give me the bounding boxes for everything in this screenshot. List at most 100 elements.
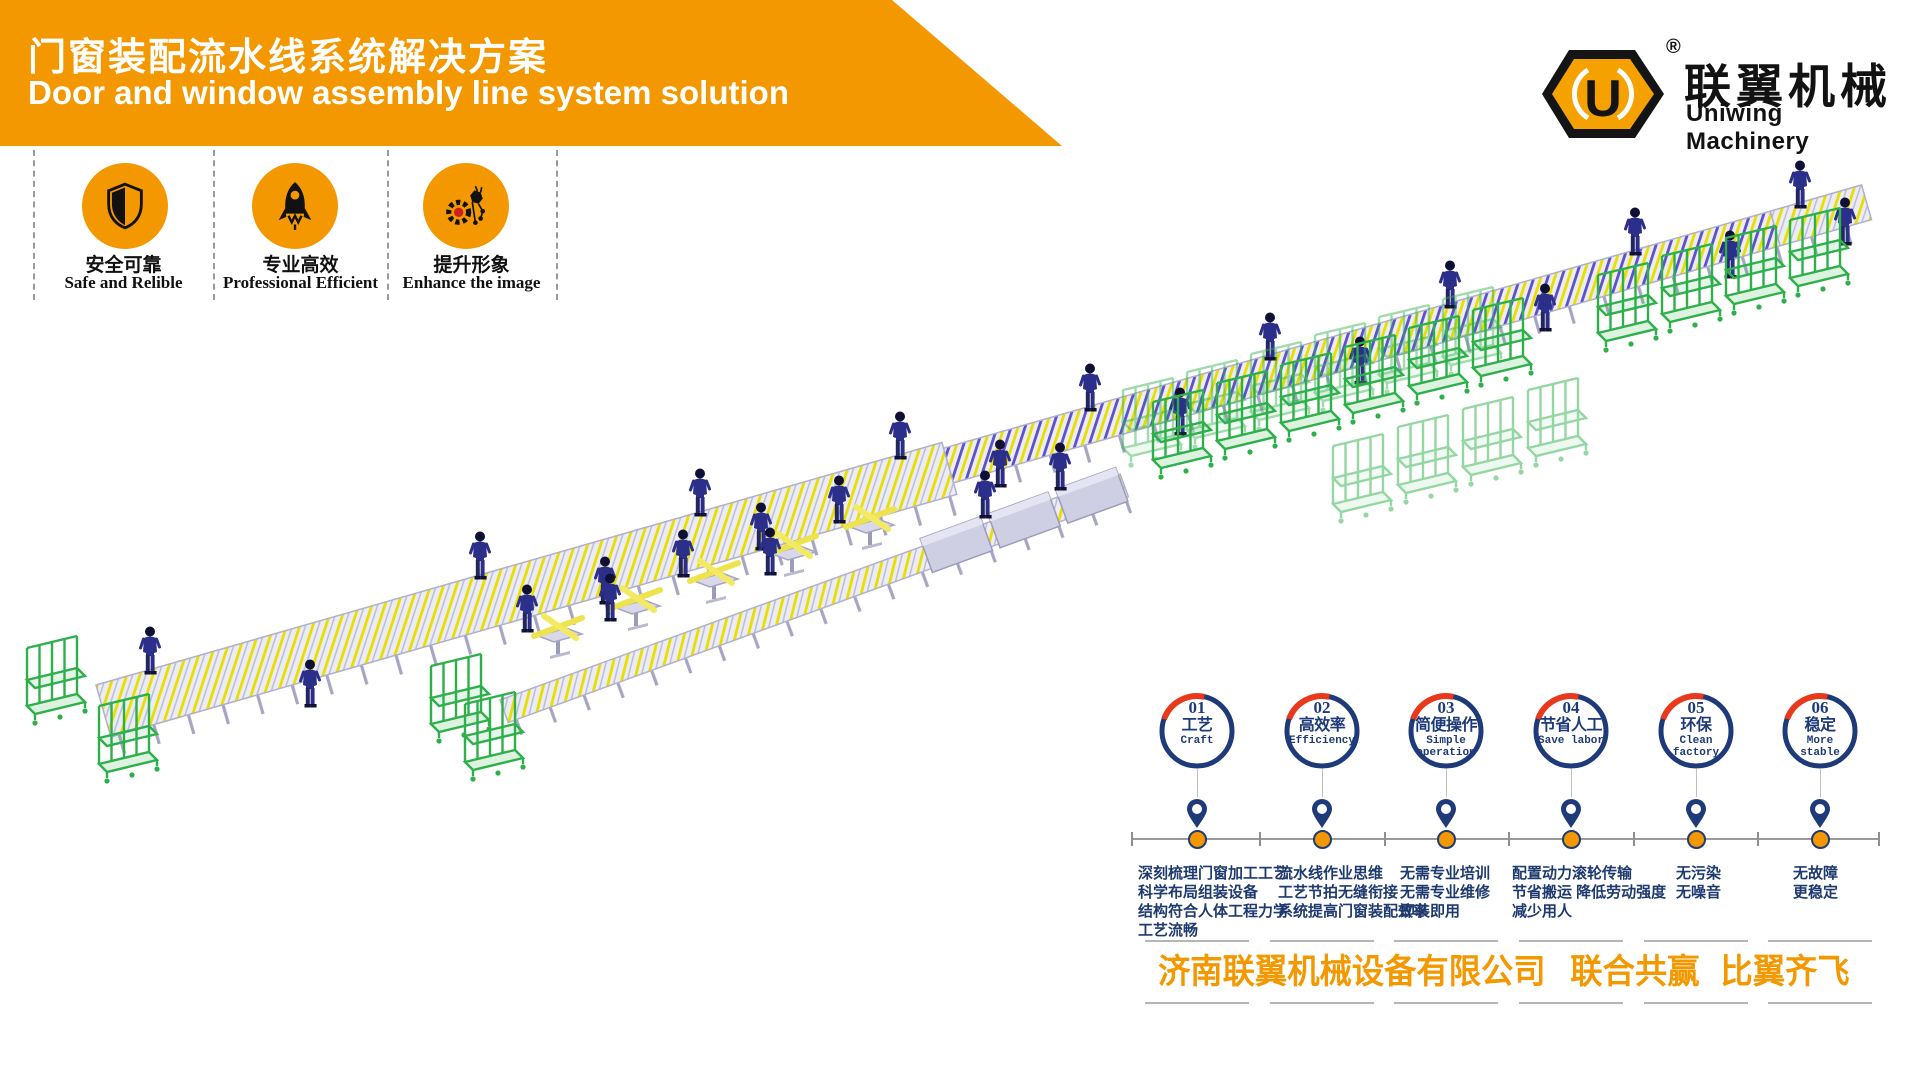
detail-line: 无需专业培训 bbox=[1400, 865, 1491, 882]
location-pin-icon bbox=[1686, 799, 1706, 828]
detail-line: 科学布局组装设备 bbox=[1138, 884, 1259, 901]
rule-line bbox=[1519, 1002, 1623, 1004]
highlight-label-zh: 环保 bbox=[1680, 717, 1712, 734]
timeline-dot bbox=[1187, 830, 1207, 849]
highlight-save-labor: 04 节省人工 Save labor bbox=[1529, 689, 1613, 773]
highlight-label-zh: 简便操作 bbox=[1414, 717, 1478, 734]
badge-image-label-zh: 提升形象 bbox=[433, 255, 510, 276]
highlight-label-zh: 工艺 bbox=[1181, 717, 1213, 734]
badge-safe-label-en: Safe and Relible bbox=[64, 273, 183, 292]
highlight-label-zh: 稳定 bbox=[1804, 717, 1836, 734]
highlight-label-en: Save labor bbox=[1538, 735, 1605, 747]
company-logo: U ® 联翼机械 Uniwing Machinery bbox=[1542, 36, 1920, 155]
rule-line bbox=[1519, 940, 1623, 942]
connector-line bbox=[1695, 769, 1697, 797]
dashed-separator bbox=[387, 150, 389, 300]
brand-name-en: Uniwing Machinery bbox=[1686, 100, 1810, 155]
rule-line bbox=[1394, 940, 1498, 942]
detail-line: 结构符合人体工程力学 bbox=[1138, 903, 1289, 920]
connector-line bbox=[1819, 769, 1821, 797]
detail-column-save-labor: 配置动力滚轮传输 节省搬运 降低劳动强度 减少用人 bbox=[1512, 864, 1666, 921]
timeline-tick bbox=[1757, 832, 1759, 846]
highlight-label-en: Clean factory bbox=[1672, 735, 1720, 759]
location-pin-icon bbox=[1561, 799, 1581, 828]
gear-network-icon bbox=[446, 185, 486, 226]
highlight-label-zh: 高效率 bbox=[1298, 717, 1346, 734]
dashed-separator bbox=[213, 150, 215, 300]
detail-line: 工艺节拍无缝衔接 bbox=[1278, 884, 1399, 901]
detail-line: 无污染 bbox=[1676, 865, 1722, 882]
timeline-tick bbox=[1633, 832, 1635, 846]
badge-image bbox=[423, 163, 509, 249]
highlight-number: 06 bbox=[1811, 698, 1829, 717]
timeline-tick bbox=[1384, 832, 1386, 846]
timeline-dot bbox=[1686, 830, 1706, 849]
timeline-dot bbox=[1561, 830, 1581, 849]
badge-professional bbox=[252, 163, 338, 249]
highlight-more-stable: 06 稳定 More stable bbox=[1778, 689, 1862, 773]
logo-hexagon-icon: U bbox=[1542, 50, 1664, 138]
badge-professional-label-en: Professional Efficient bbox=[222, 273, 379, 292]
location-pin-icon bbox=[1312, 799, 1332, 828]
footer-slogan: 济南联翼机械设备有限公司 联合共赢 比翼齐飞 bbox=[1158, 944, 1850, 993]
rule-line bbox=[1768, 1002, 1872, 1004]
highlight-number: 02 bbox=[1313, 698, 1331, 717]
logo-letter: U bbox=[1584, 70, 1622, 128]
highlight-label-en: Efficiency bbox=[1289, 735, 1356, 747]
company-name: 济南联翼机械设备有限公司 bbox=[1158, 953, 1546, 991]
rule-line bbox=[1394, 1002, 1498, 1004]
detail-line: 无故障 bbox=[1793, 865, 1839, 882]
rule-line bbox=[1644, 1002, 1748, 1004]
highlight-label-en: More stable bbox=[1800, 735, 1840, 759]
timeline-tick bbox=[1878, 832, 1880, 846]
highlight-craft: 01 工艺 Craft bbox=[1155, 689, 1239, 773]
timeline-dot bbox=[1810, 830, 1830, 849]
detail-line: 配置动力滚轮传输 bbox=[1512, 865, 1633, 882]
connector-line bbox=[1321, 769, 1323, 797]
detail-line: 即装即用 bbox=[1400, 903, 1461, 920]
badge-safe bbox=[82, 163, 168, 249]
timeline-tick bbox=[1259, 832, 1261, 846]
badge-image-label-en: Enhance the image bbox=[402, 273, 541, 292]
location-pin-icon bbox=[1810, 799, 1830, 828]
detail-column-simple-operation: 无需专业培训 无需专业维修 即装即用 bbox=[1400, 864, 1490, 921]
detail-line: 减少用人 bbox=[1512, 903, 1573, 920]
lower-conveyor bbox=[499, 466, 1134, 738]
badge-safe-label-zh: 安全可靠 bbox=[85, 255, 162, 276]
highlight-number: 03 bbox=[1437, 698, 1455, 717]
rule-line bbox=[1270, 940, 1374, 942]
detail-line: 系统提高门窗装配效率 bbox=[1278, 903, 1429, 920]
highlight-clean-factory: 05 环保 Clean factory bbox=[1654, 689, 1738, 773]
registered-mark: ® bbox=[1666, 36, 1681, 58]
detail-line: 深刻梳理门窗加工工艺 bbox=[1138, 865, 1289, 882]
location-pin-icon bbox=[1187, 799, 1207, 828]
timeline-tick bbox=[1131, 832, 1133, 846]
brand-name-zh: 联翼机械 bbox=[1684, 60, 1892, 113]
detail-line: 流水线作业思维 bbox=[1278, 865, 1384, 882]
detail-line: 无需专业维修 bbox=[1400, 884, 1491, 901]
header-banner: 门窗装配流水线系统解决方案 Door and window assembly l… bbox=[0, 0, 1062, 146]
rule-line bbox=[1145, 1002, 1249, 1004]
connector-line bbox=[1196, 769, 1198, 797]
highlight-label-zh: 节省人工 bbox=[1539, 717, 1603, 734]
slogan-fly-together: 比翼齐飞 bbox=[1720, 953, 1850, 991]
location-pin-icon bbox=[1436, 799, 1456, 828]
connector-line bbox=[1570, 769, 1572, 797]
page-title-zh: 门窗装配流水线系统解决方案 bbox=[28, 37, 549, 79]
timeline-dot bbox=[1312, 830, 1332, 849]
connector-line bbox=[1445, 769, 1447, 797]
detail-line: 工艺流畅 bbox=[1138, 922, 1199, 939]
slogan-win-win: 联合共赢 bbox=[1570, 953, 1700, 991]
detail-column-efficiency: 流水线作业思维 工艺节拍无缝衔接 系统提高门窗装配效率 bbox=[1278, 864, 1428, 921]
rule-line bbox=[1644, 940, 1748, 942]
highlight-simple-operation: 03 简便操作 Simple operation bbox=[1404, 689, 1488, 773]
highlight-label-en: Craft bbox=[1180, 735, 1214, 747]
highlight-number: 05 bbox=[1687, 698, 1705, 717]
dashed-separator bbox=[33, 150, 35, 300]
dashed-separator bbox=[556, 150, 558, 300]
badge-professional-label-zh: 专业高效 bbox=[262, 255, 339, 276]
timeline-line bbox=[1131, 838, 1880, 840]
rule-line bbox=[1768, 940, 1872, 942]
detail-line: 节省搬运 降低劳动强度 bbox=[1512, 884, 1667, 901]
